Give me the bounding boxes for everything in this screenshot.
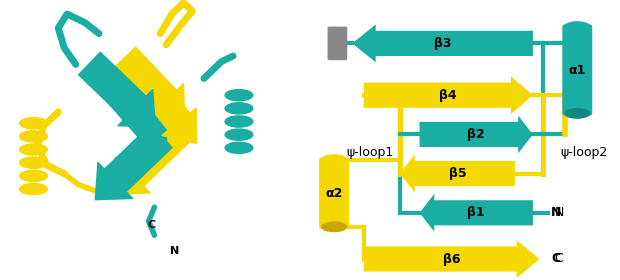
FancyArrow shape [400, 155, 515, 193]
FancyArrow shape [420, 115, 533, 153]
Ellipse shape [20, 144, 47, 155]
FancyArrow shape [352, 25, 533, 62]
Ellipse shape [20, 183, 47, 195]
Ellipse shape [225, 90, 253, 101]
Text: β3: β3 [434, 37, 451, 50]
FancyBboxPatch shape [327, 27, 347, 60]
Text: β2: β2 [467, 128, 485, 141]
Ellipse shape [20, 157, 47, 168]
Ellipse shape [20, 118, 47, 129]
Text: C: C [148, 220, 156, 230]
Text: ψ-loop1: ψ-loop1 [346, 146, 393, 159]
Ellipse shape [20, 170, 47, 181]
Text: α2: α2 [326, 187, 343, 200]
Ellipse shape [225, 103, 253, 114]
Text: N: N [170, 246, 179, 256]
Text: N: N [554, 206, 564, 219]
FancyBboxPatch shape [562, 24, 592, 116]
FancyArrow shape [364, 76, 533, 114]
FancyBboxPatch shape [319, 157, 349, 229]
Text: C: C [551, 253, 560, 265]
Ellipse shape [225, 116, 253, 127]
Ellipse shape [565, 22, 590, 31]
Text: β6: β6 [443, 253, 460, 265]
Ellipse shape [225, 142, 253, 153]
Text: β5: β5 [448, 167, 466, 180]
Text: β1: β1 [467, 206, 485, 219]
Ellipse shape [322, 155, 347, 164]
FancyArrow shape [420, 194, 533, 232]
Text: N: N [551, 206, 561, 219]
Ellipse shape [322, 222, 347, 232]
Text: ψ-loop2: ψ-loop2 [561, 146, 608, 159]
Ellipse shape [565, 109, 590, 118]
Text: C: C [554, 253, 563, 265]
FancyArrow shape [364, 240, 539, 278]
Text: α1: α1 [569, 64, 586, 76]
Ellipse shape [225, 129, 253, 140]
Ellipse shape [20, 131, 47, 142]
Text: β4: β4 [440, 89, 457, 102]
